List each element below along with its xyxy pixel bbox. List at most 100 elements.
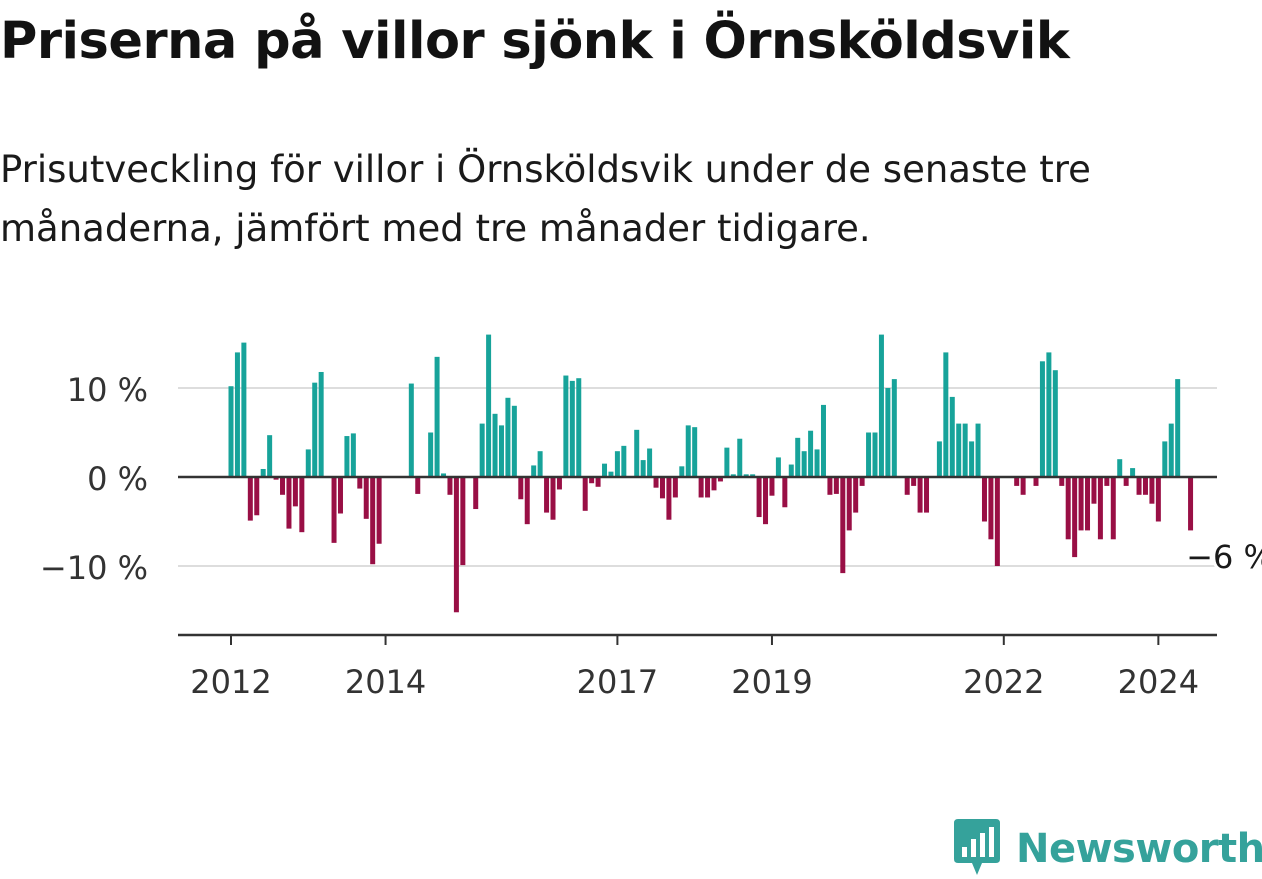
bar (1072, 477, 1078, 558)
bar (653, 477, 659, 488)
bar (408, 383, 414, 477)
bar (357, 477, 363, 489)
bar (280, 477, 286, 495)
bar (1142, 477, 1148, 495)
bar (370, 477, 376, 565)
bar (936, 441, 942, 477)
chart-title: Priserna på villor sjönk i Örnsköldsvik (0, 12, 1070, 71)
bar (788, 464, 794, 477)
bar (878, 334, 884, 477)
bar (518, 477, 524, 500)
bar (621, 445, 627, 477)
bar (730, 474, 736, 477)
bar (1110, 477, 1116, 540)
bar (537, 451, 543, 477)
bar (679, 466, 685, 477)
bar (1130, 468, 1136, 477)
bar (511, 405, 517, 477)
bar (267, 435, 273, 477)
bar (711, 477, 717, 491)
bar (956, 423, 962, 477)
bar (228, 386, 234, 477)
bar (312, 382, 318, 477)
bar (1014, 477, 1020, 486)
newsworthy-icon (954, 819, 1000, 875)
bar (994, 477, 1000, 566)
bar (724, 447, 730, 477)
bar (582, 477, 588, 511)
bar (589, 477, 595, 484)
bar (885, 388, 891, 477)
bar (1149, 477, 1155, 504)
bar (659, 477, 665, 499)
bar (962, 423, 968, 477)
bar (337, 477, 343, 514)
bar (460, 477, 466, 566)
bar (447, 477, 453, 495)
bar (1123, 477, 1129, 486)
bar (833, 477, 839, 494)
bar (1039, 361, 1045, 477)
bar (1188, 477, 1194, 531)
bar (376, 477, 382, 544)
bar (505, 397, 511, 477)
bar (917, 477, 923, 513)
y-tick-label: −10 % (40, 549, 148, 587)
bar (840, 477, 846, 574)
bar (827, 477, 833, 495)
brand-name: Newsworthy (1016, 826, 1262, 872)
bar (569, 380, 575, 477)
bar (531, 465, 537, 477)
bar (544, 477, 550, 513)
x-tick-label: 2022 (963, 663, 1044, 701)
newsworthy-logo: Newsworthy (952, 819, 1262, 879)
bar (685, 425, 691, 477)
x-tick-label: 2024 (1118, 663, 1199, 701)
bar (415, 477, 421, 494)
bar (717, 477, 723, 482)
bar (904, 477, 910, 495)
bar (479, 423, 485, 477)
bar (247, 477, 253, 521)
bar (866, 432, 872, 477)
bar (801, 451, 807, 477)
bar (808, 430, 814, 477)
bar (1020, 477, 1026, 495)
x-tick-label: 2014 (345, 663, 426, 701)
bar (1168, 423, 1174, 477)
bar (975, 423, 981, 477)
x-tick-label: 2017 (577, 663, 658, 701)
bar (820, 404, 826, 477)
bar (556, 477, 562, 490)
bar (1059, 477, 1065, 486)
bar (318, 371, 324, 477)
bar (846, 477, 852, 531)
bar (692, 427, 698, 477)
bar (705, 477, 711, 498)
x-tick-label: 2019 (731, 663, 812, 701)
bar (260, 468, 266, 477)
bar (969, 441, 975, 477)
bar (441, 473, 447, 477)
bar (743, 474, 749, 477)
bar (292, 477, 298, 507)
bar (795, 437, 801, 477)
bar (1155, 477, 1161, 522)
bar (286, 477, 292, 529)
bar (1078, 477, 1084, 531)
x-tick-label: 2012 (190, 663, 271, 701)
bar (672, 477, 678, 498)
bar (1097, 477, 1103, 540)
bar (911, 477, 917, 486)
bar (602, 463, 608, 477)
bar (576, 378, 582, 477)
bar (563, 375, 569, 477)
bar (1085, 477, 1091, 531)
bar (608, 471, 614, 477)
bar (428, 432, 434, 477)
bar (1065, 477, 1071, 540)
bar (273, 477, 279, 480)
bar (853, 477, 859, 513)
bar (814, 449, 820, 477)
